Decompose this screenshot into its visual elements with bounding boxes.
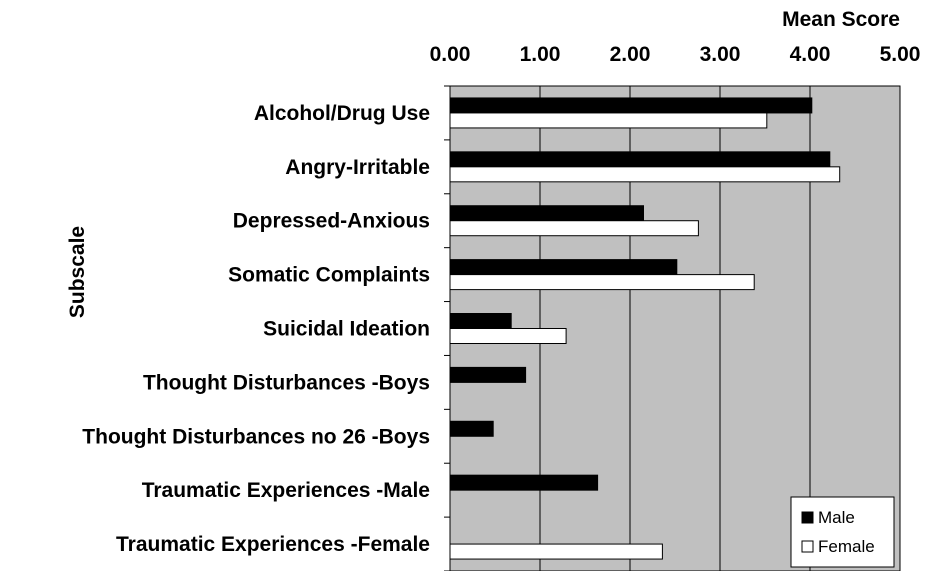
legend-label-female: Female: [818, 537, 875, 556]
x-tick-label: 1.00: [520, 43, 561, 66]
bar-male: [449, 313, 512, 329]
x-tick-label: 3.00: [700, 43, 741, 66]
legend-box: [790, 496, 895, 568]
bar-male: [449, 474, 599, 491]
bar-male: [449, 366, 527, 383]
category-label: Alcohol/Drug Use: [254, 102, 430, 125]
category-label: Suicidal Ideation: [263, 318, 430, 341]
bar-female: [449, 220, 699, 237]
bar-female: [449, 112, 768, 129]
category-label: Angry-Irritable: [285, 156, 430, 179]
bar-female: [449, 328, 567, 344]
legend: Male Female: [790, 496, 895, 568]
category-label: Traumatic Experiences -Male: [142, 479, 430, 502]
bar-male: [449, 259, 678, 276]
bar-female: [449, 543, 663, 560]
bar-male: [449, 151, 831, 168]
bar-male: [449, 420, 494, 437]
x-tick-label: 5.00: [880, 43, 921, 66]
bar-female: [449, 166, 841, 183]
category-label: Somatic Complaints: [228, 264, 430, 287]
x-tick-label: 0.00: [430, 43, 471, 66]
legend-swatch-female: [801, 540, 814, 553]
category-label: Thought Disturbances -Boys: [143, 371, 430, 394]
x-tick-label: 2.00: [610, 43, 651, 66]
category-label: Depressed-Anxious: [233, 210, 430, 233]
x-axis-title: Mean Score: [782, 8, 900, 31]
bar-male: [449, 205, 644, 222]
y-axis-title: Subscale: [66, 226, 89, 318]
legend-swatch-male: [801, 511, 814, 524]
bar-male: [449, 97, 813, 114]
bar-female: [449, 274, 755, 291]
category-label: Traumatic Experiences -Female: [116, 533, 430, 556]
legend-label-male: Male: [818, 508, 855, 527]
category-label: Thought Disturbances no 26 -Boys: [82, 425, 430, 448]
x-tick-label: 4.00: [790, 43, 831, 66]
